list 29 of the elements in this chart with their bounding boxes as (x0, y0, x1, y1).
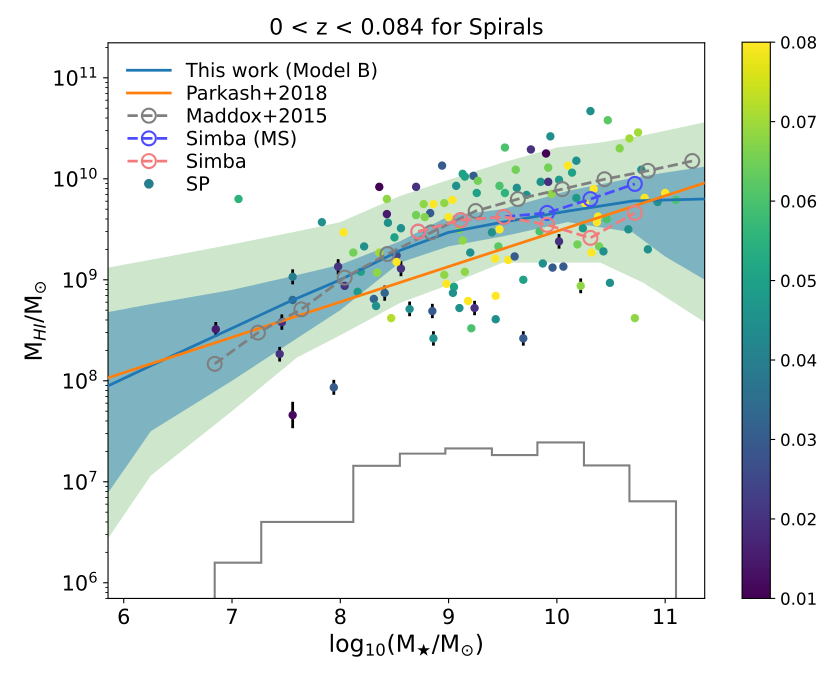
color-bar-label: 0.06 (781, 195, 816, 208)
color-bar-label: 0.01 (781, 592, 816, 605)
legend-label: This work (Model B) (186, 62, 376, 80)
y-tick-label: 10$^{10}$ (54, 168, 97, 187)
x-tick-label: 8 (335, 608, 346, 624)
x-axis-title: log$_{10}$(M$_{★}$/M$_{⊙}$) (330, 634, 482, 657)
x-tick-label: 11 (654, 608, 676, 624)
color-bar-label: 0.03 (781, 433, 816, 446)
y-tick-label: 10$^{11}$ (54, 66, 96, 86)
color-bar-label: 0.04 (781, 354, 816, 367)
legend-label: Maddox+2015 (188, 108, 326, 123)
legend-label: Simba (187, 153, 245, 168)
color-bar-label: 0.07 (781, 116, 816, 128)
y-tick-label: 10$^{7}$ (64, 470, 96, 490)
x-tick-label: 7 (227, 608, 237, 624)
legend-label: Parkash+2018 (188, 84, 326, 100)
y-tick-label: 10$^{6}$ (64, 572, 97, 591)
color-bar-label: 0.02 (781, 512, 816, 526)
chart-title: 0 < z < 0.084 for Spirals (270, 18, 543, 40)
x-tick-label: 10 (546, 608, 569, 624)
x-tick-label: 9 (443, 608, 454, 624)
y-axis-title: M$_{HI}$/M$_{⊙}$ (24, 282, 46, 360)
x-tick-label: 6 (118, 608, 130, 624)
legend-label: SP (187, 176, 210, 191)
color-bar-label: 0.05 (781, 274, 816, 288)
color-bar-label: 0.08 (781, 36, 816, 49)
y-tick-label: 10$^{8}$ (64, 370, 97, 389)
y-tick-label: 10$^{9}$ (64, 268, 97, 288)
legend-label: Simba (MS) (187, 130, 296, 148)
